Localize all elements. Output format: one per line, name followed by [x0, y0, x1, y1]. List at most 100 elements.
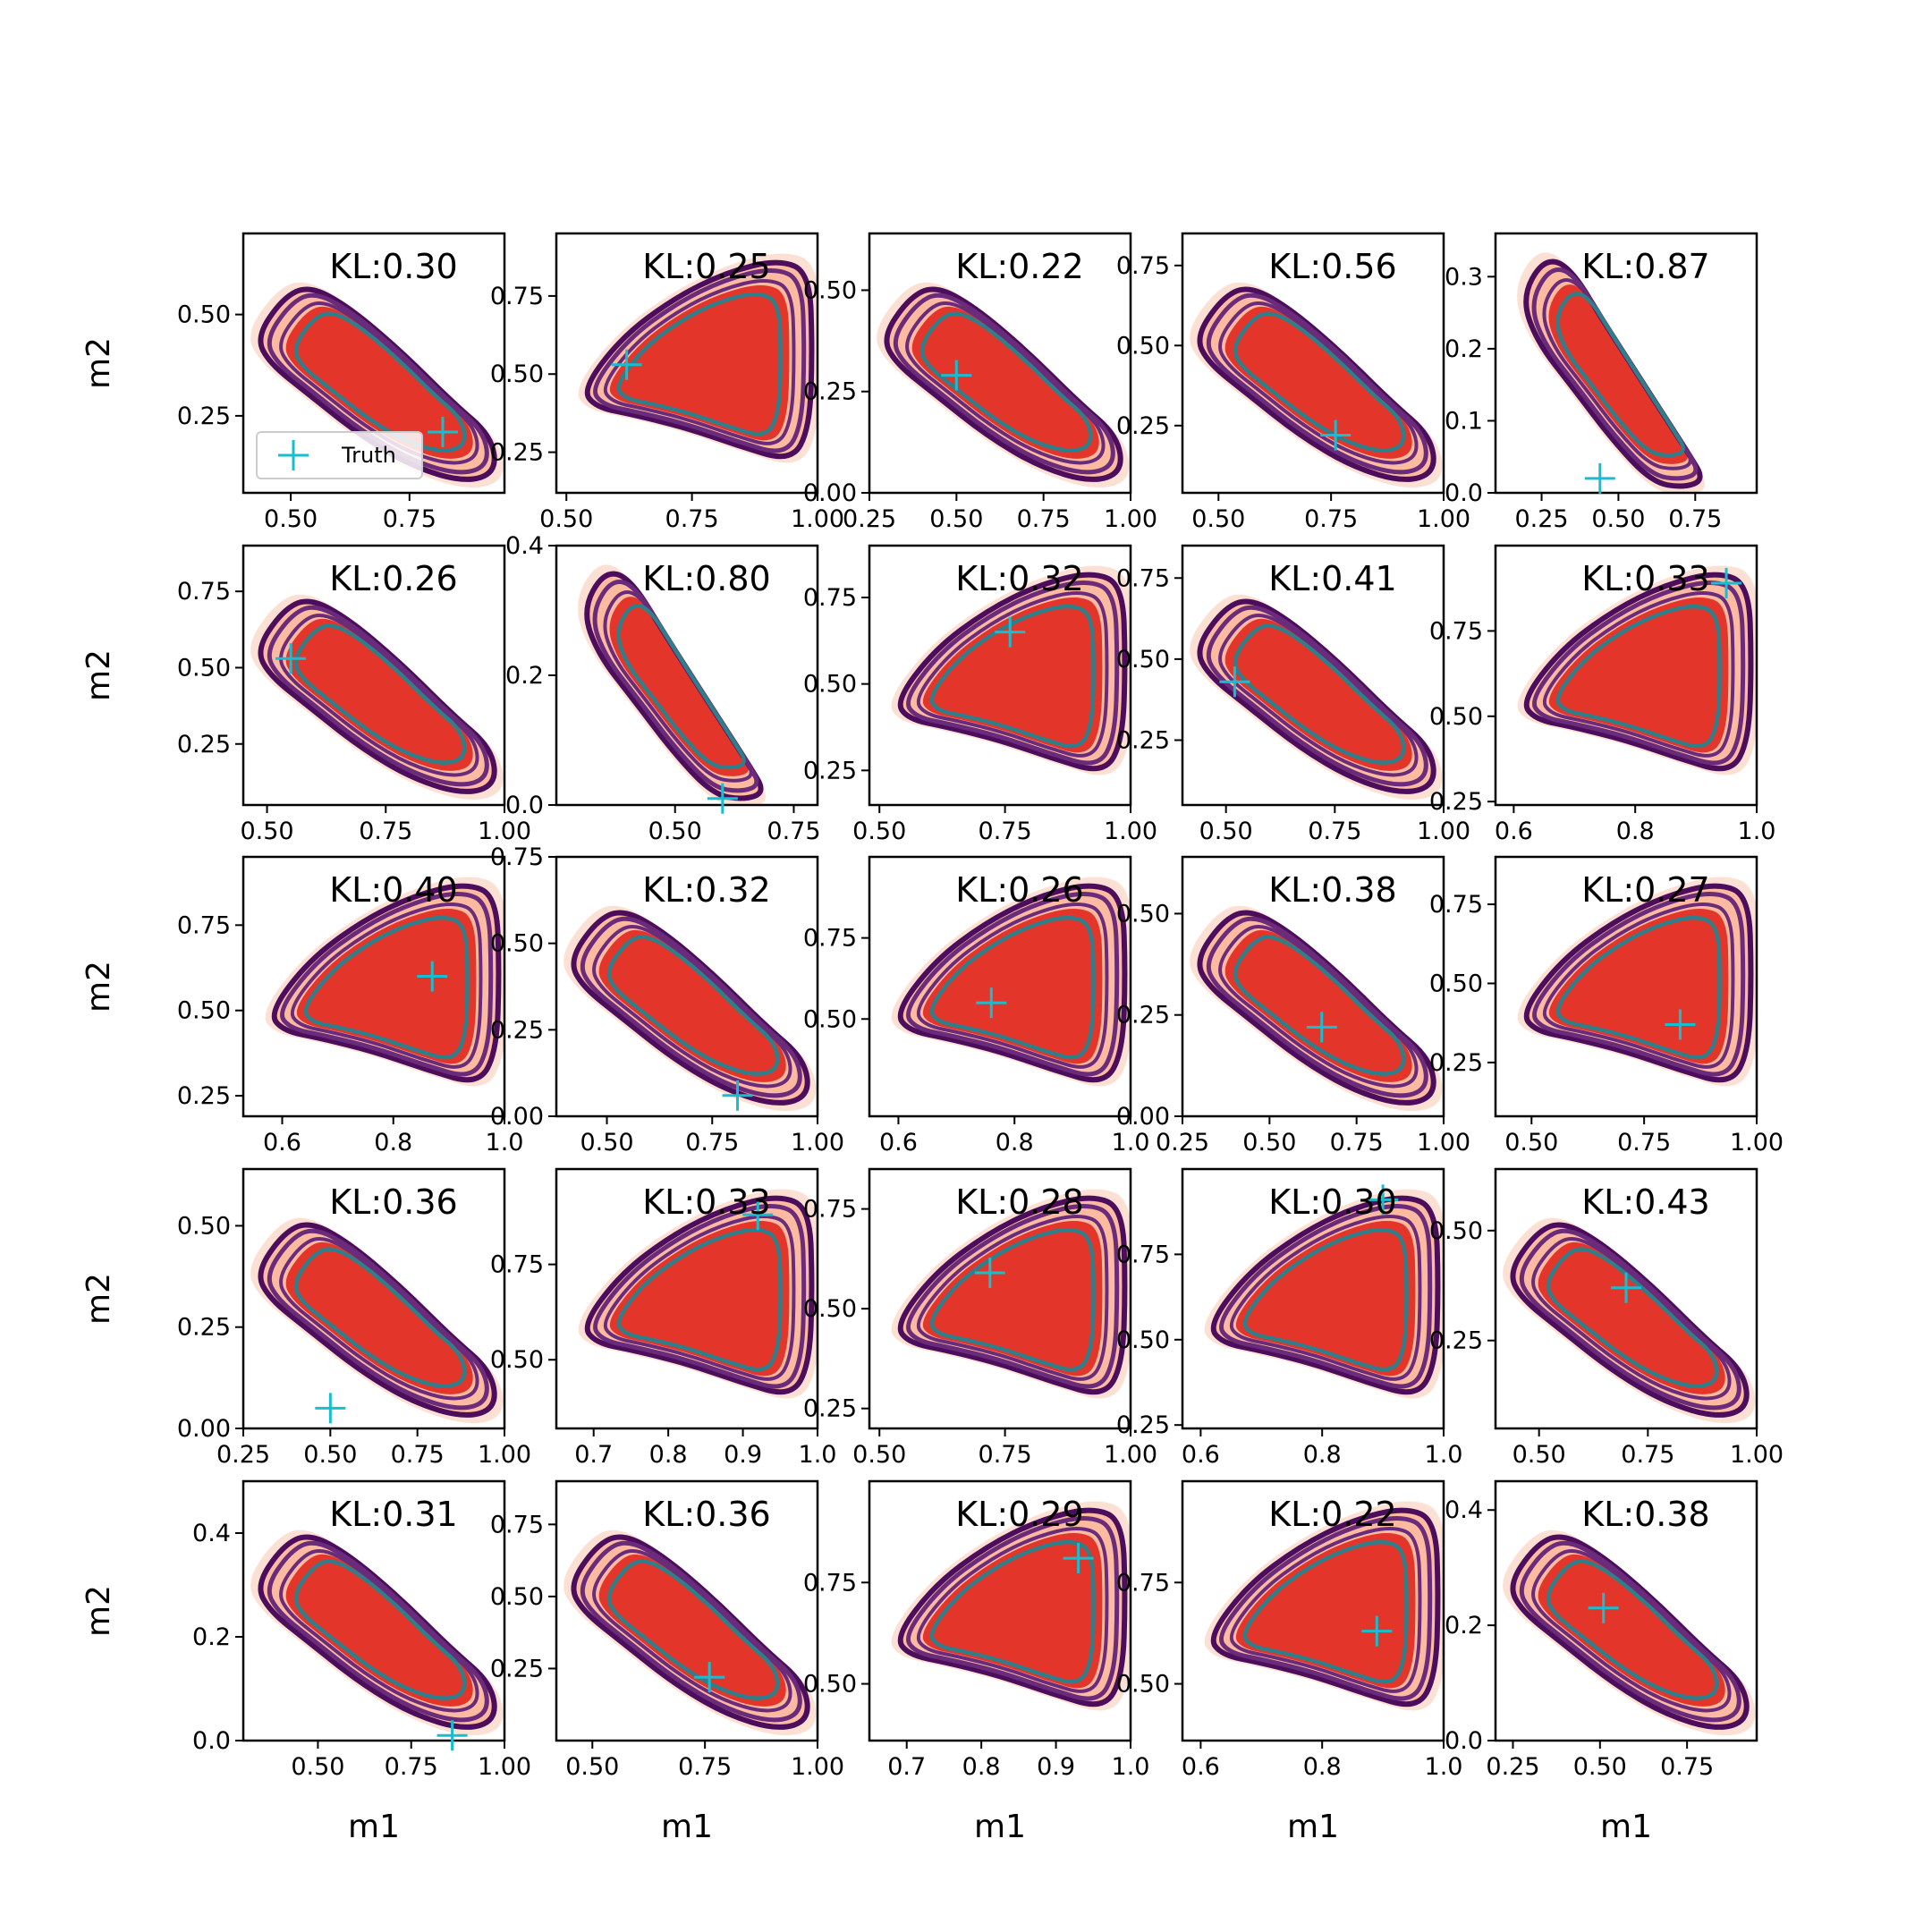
x-tick-label: 0.50	[240, 818, 293, 845]
x-tick-label: 1.00	[791, 1129, 844, 1157]
contour-line-3	[1218, 301, 1419, 465]
y-tick-label: 0.00	[1116, 1103, 1170, 1131]
y-tick-label: 0.50	[177, 1212, 231, 1240]
x-tick-label: 0.6	[1495, 818, 1533, 845]
x-tick-label: 1.00	[1417, 505, 1470, 533]
y-tick-label: 0.2	[192, 1623, 231, 1651]
contour-line-3	[1542, 278, 1692, 470]
y-tick-label: 0.50	[1116, 1326, 1170, 1354]
x-tick-label: 0.25	[1514, 505, 1568, 533]
x-tick-label: 0.9	[724, 1441, 762, 1469]
subplot-17: 0.7 0.8 0.9 1.0 0.50 0.75 KL:0.33	[490, 1167, 836, 1469]
y-tick-label: 0.75	[1116, 252, 1170, 280]
y-tick-label: 0.25	[177, 1314, 231, 1342]
axes-frame	[555, 232, 819, 495]
contour-line-1	[258, 286, 497, 482]
contour-group	[1517, 877, 1757, 1087]
x-tick-label: 0.75	[1621, 1441, 1674, 1469]
y-tick-label: 0.25	[490, 1655, 544, 1682]
axes-frame	[868, 232, 1132, 495]
subplot-20: 0.50 0.75 1.00 0.25 0.50 KL:0.43	[1429, 1167, 1784, 1469]
legend-label: Truth	[341, 443, 396, 468]
x-tick-label: 0.75	[685, 1129, 739, 1157]
y-tick-label: 0.75	[490, 843, 544, 871]
y-tick-label: 0.75	[490, 1251, 544, 1279]
x-tick-label: 1.00	[478, 1441, 531, 1469]
truth-marker	[315, 1393, 346, 1424]
y-tick-label: 0.00	[490, 1103, 544, 1131]
density-fill-inner	[285, 306, 473, 459]
y-tick-label: 0.25	[1116, 412, 1170, 440]
contour-line-1	[584, 1195, 815, 1395]
x-tick-label: 1.0	[1112, 1129, 1150, 1157]
subplot-13: 0.6 0.8 1.0 0.50 0.75 KL:0.26	[803, 855, 1150, 1157]
x-tick-label: 1.0	[486, 1129, 524, 1157]
contour-line-1	[897, 1507, 1128, 1707]
contour-line-1	[584, 259, 815, 460]
axes-frame	[1494, 1167, 1758, 1430]
kl-label: KL:0.25	[642, 247, 771, 286]
contour-line-1	[258, 1534, 497, 1730]
density-fill-inner	[1548, 597, 1729, 753]
contour-line-2	[593, 1204, 807, 1389]
y-tick-label: 0.75	[1116, 564, 1170, 592]
subplot-7: 0.50 0.75 0.0 0.2 0.4 KL:0.80	[505, 532, 820, 845]
x-tick-label: 0.25	[1156, 1129, 1209, 1157]
x-axis-label: m1	[974, 1809, 1026, 1845]
subplot-1: 0.50 0.75 0.25 0.50 KL:0.30 Truth m2	[80, 232, 506, 533]
x-tick-label: 0.75	[1617, 1129, 1671, 1157]
density-fill-inner	[598, 929, 786, 1082]
contour-group	[877, 282, 1130, 488]
contour-group	[1503, 1217, 1756, 1424]
kl-label: KL:0.36	[329, 1182, 458, 1222]
y-tick-label: 0.25	[1429, 1049, 1483, 1077]
contour-line-4	[919, 311, 1093, 453]
truth-marker	[1320, 419, 1352, 451]
subplot-6: 0.50 0.75 1.00 0.25 0.50 0.75 KL:0.26 m2	[80, 544, 531, 845]
subplot-22: 0.50 0.75 1.00 0.25 0.50 0.75 KL:0.36 m1	[490, 1479, 844, 1845]
contour-line-4	[1233, 623, 1406, 765]
truth-marker	[1063, 1543, 1094, 1574]
contour-line-2	[893, 292, 1115, 475]
x-axis-label: m1	[1287, 1809, 1339, 1845]
y-tick-label: 0.2	[505, 662, 544, 690]
x-tick-label: 0.50	[291, 1753, 344, 1781]
contour-line-3	[290, 902, 483, 1069]
contour-line-3	[279, 301, 479, 465]
x-tick-label: 0.75	[1660, 1753, 1714, 1781]
y-axis-label: m2	[80, 1273, 117, 1325]
truth-marker	[1361, 1615, 1393, 1647]
subplot-15: 0.50 0.75 1.00 0.25 0.50 0.75 KL:0.27	[1429, 855, 1784, 1157]
truth-marker	[976, 987, 1007, 1019]
subplot-12: 0.50 0.75 1.00 0.00 0.25 0.50 0.75 KL:0.32	[490, 843, 844, 1157]
contour-group	[1190, 594, 1443, 801]
contour-line-4	[929, 604, 1096, 749]
x-tick-label: 0.8	[374, 1129, 412, 1157]
contour-line-4	[1546, 1559, 1719, 1700]
y-tick-label: 0.25	[490, 1016, 544, 1044]
truth-marker	[694, 1662, 725, 1693]
contour-line-3	[603, 1214, 796, 1381]
density-fill-inner	[285, 1241, 473, 1394]
contour-line-2	[280, 892, 494, 1077]
truth-marker	[1611, 1272, 1641, 1303]
truth-marker	[995, 616, 1026, 648]
x-tick-label: 0.50	[1513, 1441, 1566, 1469]
contour-group	[1517, 252, 1705, 493]
density-fill-inner	[285, 618, 473, 771]
kl-label: KL:0.32	[955, 559, 1084, 598]
x-tick-label: 0.9	[1037, 1753, 1075, 1781]
x-tick-label: 0.75	[385, 1753, 438, 1781]
x-tick-label: 0.50	[1591, 505, 1645, 533]
x-tick-label: 1.0	[1425, 1753, 1463, 1781]
contour-line-3	[1229, 1214, 1422, 1381]
x-tick-label: 0.75	[979, 1441, 1032, 1469]
y-axis-label: m2	[80, 649, 117, 701]
subplot-10: 0.6 0.8 1.0 0.25 0.50 0.75 KL:0.33	[1429, 544, 1775, 845]
contour-line-2	[267, 1228, 489, 1411]
contour-line-4	[1233, 311, 1406, 453]
contour-line-3	[279, 1548, 479, 1713]
y-tick-label: 0.50	[1116, 646, 1170, 674]
